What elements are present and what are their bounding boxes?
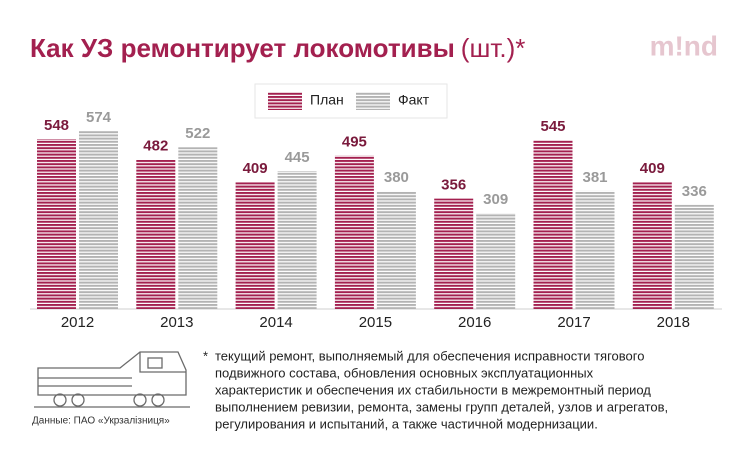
x-tick-label: 2013: [160, 314, 193, 331]
bar: [575, 190, 615, 309]
bar: [334, 155, 374, 309]
legend-swatch: [268, 92, 302, 110]
x-tick-label: 2016: [458, 314, 491, 331]
x-tick-label: 2015: [359, 314, 392, 331]
data-label: 336: [682, 183, 707, 200]
bar: [674, 204, 714, 309]
data-label: 409: [243, 160, 268, 177]
logo: m!nd: [650, 30, 718, 61]
data-label: 445: [285, 149, 310, 166]
data-label: 309: [483, 191, 508, 208]
footnote-line: регулирования и испытаний, а также части…: [215, 416, 598, 431]
legend-label: Факт: [398, 92, 430, 108]
data-label: 381: [582, 169, 607, 186]
data-label: 495: [342, 134, 367, 151]
bar: [235, 182, 275, 309]
source: Данные: ПАО «Укрзалізниця»: [32, 416, 170, 427]
data-label: 409: [640, 160, 665, 177]
footnote-line: характеристик и обеспечения их стабильно…: [215, 382, 651, 397]
footnote-line: выполнением ревизии, ремонта, замены гру…: [215, 399, 668, 414]
bar: [533, 140, 573, 309]
bar: [178, 147, 218, 309]
data-label: 522: [185, 125, 210, 142]
data-label: 482: [143, 138, 168, 155]
legend-label: План: [310, 92, 344, 108]
bar: [37, 139, 76, 309]
x-tick-label: 2017: [557, 314, 590, 331]
legend-swatch: [356, 92, 390, 110]
data-label: 574: [86, 109, 112, 126]
x-tick-label: 2018: [657, 314, 690, 331]
data-label: 380: [384, 169, 409, 186]
bar: [136, 159, 176, 309]
bar: [476, 213, 516, 309]
footnote-line: подвижного состава, обновления основных …: [215, 365, 594, 380]
chart-title: Как УЗ ремонтирует локомотивы (шт.)*: [30, 33, 525, 63]
data-label: 548: [44, 117, 69, 134]
data-label: 545: [540, 118, 565, 135]
x-tick-label: 2012: [61, 314, 94, 331]
title-unit: (шт.)*: [461, 33, 526, 63]
locomotive-icon: [34, 351, 190, 408]
title-main: Как УЗ ремонтирует локомотивы: [30, 33, 455, 63]
bar: [376, 191, 416, 309]
footnote-line: текущий ремонт, выполняемый для обеспече…: [215, 348, 644, 363]
x-tick-label: 2014: [259, 314, 292, 331]
data-label: 356: [441, 177, 466, 194]
bar: [632, 182, 672, 309]
bar: [277, 171, 317, 309]
footnote-marker: *: [203, 348, 208, 363]
bar: [79, 131, 118, 309]
bar: [434, 198, 474, 309]
